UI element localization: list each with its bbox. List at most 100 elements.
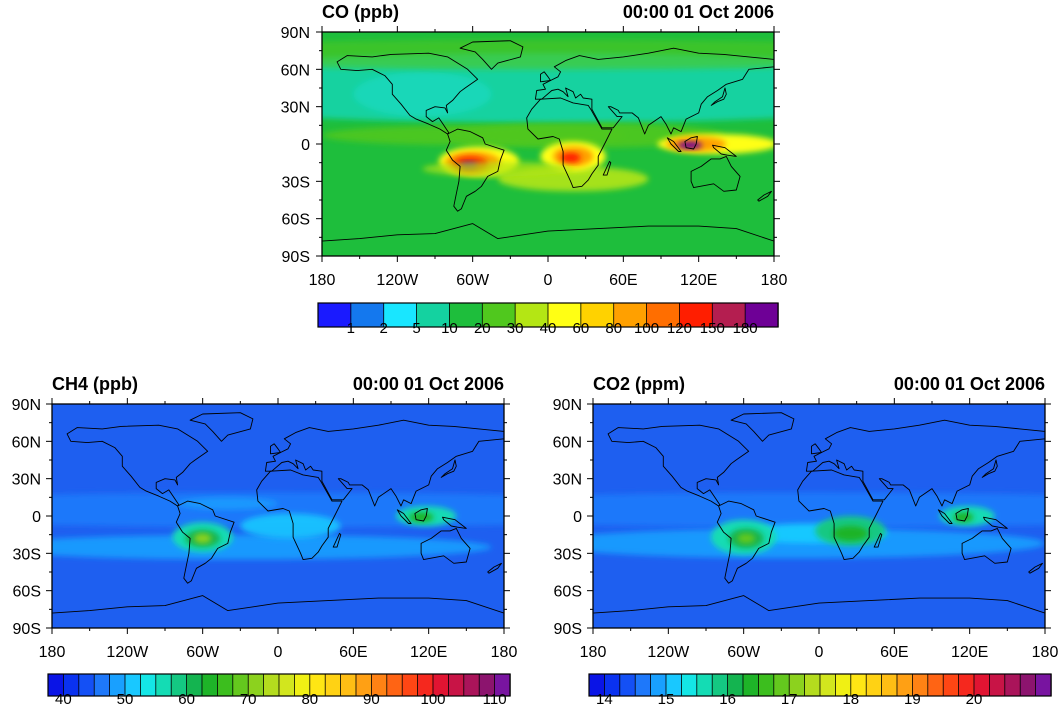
coastline-eurasia: [264, 419, 504, 507]
colorbar-box: [1004, 673, 1021, 697]
coastline-new-guinea: [712, 144, 737, 157]
colorbar-label: 2: [380, 320, 388, 337]
colorbar-box: [819, 673, 837, 697]
field-region: [677, 141, 703, 149]
colorbar-box: [263, 673, 280, 697]
field-region: [593, 528, 1045, 559]
colorbar: 1 2 5 10 20 30 40 60 80 100 120 150 180: [317, 302, 779, 337]
colorbar-box: [927, 673, 944, 697]
lon-label: 180: [491, 644, 518, 661]
lon-label: 0: [815, 644, 824, 661]
colorbar-box: [78, 673, 95, 697]
lon-label: 180: [1032, 644, 1058, 661]
colorbar-label: 80: [605, 320, 622, 337]
field-region: [737, 533, 755, 544]
coastline-australia: [420, 527, 471, 564]
coastline-eurasia: [805, 419, 1045, 507]
lon-label: 120W: [647, 644, 690, 661]
colorbar-box: [155, 673, 172, 697]
colorbar-label: 14: [596, 691, 613, 708]
axis-ticks: [46, 398, 510, 634]
coastline-africa: [526, 97, 613, 189]
lon-label: 120W: [376, 272, 419, 289]
field-region: [353, 71, 492, 117]
lon-label: 180: [39, 644, 66, 661]
contour-field: [322, 32, 774, 256]
colorbar-label: 16: [719, 691, 736, 708]
lon-label: 0: [544, 272, 553, 289]
colorbar-label: 20: [474, 320, 491, 337]
coastline-north-america: [607, 424, 750, 507]
lon-label: 0: [274, 644, 283, 661]
colorbar-label: 17: [781, 691, 798, 708]
coastline-greenland: [459, 40, 524, 70]
lat-label: 30S: [282, 174, 310, 191]
coastline-south-america: [445, 128, 505, 212]
lon-label: 60E: [880, 644, 908, 661]
coastline-australia: [690, 155, 741, 192]
coastline-antarctica: [322, 223, 774, 256]
field-region: [560, 152, 581, 163]
lat-label: 30N: [553, 472, 582, 489]
colorbar-box: [744, 302, 779, 328]
colorbar-frame: [317, 302, 779, 328]
coastline-japan: [981, 459, 998, 478]
coastline-north-america: [66, 424, 209, 507]
coastline-north-america: [336, 52, 479, 135]
lon-label: 120E: [951, 644, 988, 661]
coastlines: [322, 40, 774, 256]
coastline-africa: [256, 469, 343, 561]
map-datetime: 00:00 01 Oct 2006: [623, 2, 774, 22]
colorbar-box: [340, 673, 357, 697]
lat-label: 60N: [281, 62, 310, 79]
field-region: [447, 122, 724, 148]
field-region: [322, 39, 774, 70]
colorbar-label: 110: [483, 691, 507, 708]
coastline-sumatra-borneo: [396, 509, 412, 524]
lat-label: 90N: [553, 397, 582, 414]
lat-label: 90S: [13, 621, 41, 638]
colorbar-box: [804, 673, 821, 697]
map-datetime: 00:00 01 Oct 2006: [353, 374, 504, 394]
colorbar-frame: [47, 673, 511, 697]
coastline-eurasia: [534, 47, 774, 135]
coastline-borneo: [414, 508, 428, 522]
coastline-madagascar: [332, 532, 342, 548]
lon-label: 60E: [609, 272, 637, 289]
colorbar-box: [634, 673, 652, 697]
colorbar-label: 40: [55, 691, 72, 708]
colorbar: 40 50 60 70 80 90 100 110: [47, 673, 511, 708]
colorbar-label: 90: [363, 691, 380, 708]
colorbar-box: [758, 673, 775, 697]
coastline-japan: [440, 459, 457, 478]
colorbar-box: [865, 673, 883, 697]
colorbar-box: [942, 673, 960, 697]
field-region: [177, 497, 278, 510]
colorbar-box: [619, 673, 636, 697]
axis-ticks: [587, 398, 1051, 634]
colorbar-label: 18: [842, 691, 859, 708]
colorbar-label: 20: [966, 691, 983, 708]
coastline-new-guinea: [983, 516, 1008, 529]
field-region: [422, 161, 574, 177]
contour-field: [593, 404, 1045, 628]
colorbar: 14 15 16 17 18 19 20: [588, 673, 1052, 708]
lat-label: 60N: [553, 434, 582, 451]
coastline-japan: [710, 87, 727, 106]
coastline-sumatra-borneo: [666, 137, 682, 152]
coastline-new-zealand: [487, 562, 502, 574]
lat-label: 90N: [281, 25, 310, 42]
colorbar-label: 50: [117, 691, 134, 708]
colorbar-box: [463, 673, 480, 697]
lat-label: 30N: [281, 100, 310, 117]
lat-label: 60S: [554, 584, 582, 601]
lon-label: 180: [580, 644, 607, 661]
coastline-new-zealand: [757, 190, 772, 202]
colorbar-box: [386, 673, 403, 697]
colorbar-box: [139, 673, 157, 697]
coastline-borneo: [955, 508, 969, 522]
map-panel-ch4: 90N 60N 30N 0 30S 60S 90S 180 120W 60W 0 60E 120E 180…: [12, 374, 518, 708]
lon-label: 120E: [410, 644, 447, 661]
